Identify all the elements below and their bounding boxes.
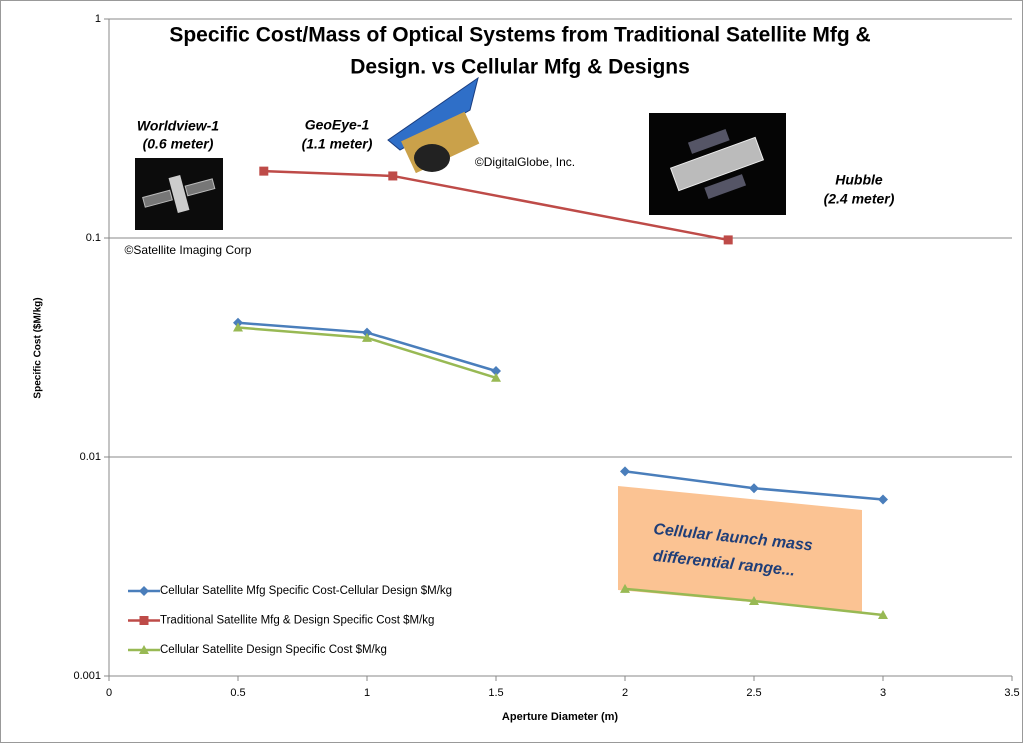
x-axis-label: Aperture Diameter (m) — [502, 711, 618, 723]
legend-label: Cellular Satellite Mfg Specific Cost-Cel… — [160, 585, 452, 597]
chart-title: Specific Cost/Mass of Optical Systems fr… — [169, 24, 870, 47]
marker-square — [388, 171, 397, 180]
x-tick-label: 3.5 — [1004, 687, 1019, 699]
x-tick-label: 0.5 — [230, 687, 245, 699]
x-tick-label: 0 — [106, 687, 112, 699]
annotation: Hubble — [835, 172, 883, 188]
x-tick-label: 2 — [622, 687, 628, 699]
x-tick-label: 1 — [364, 687, 370, 699]
annotation: (1.1 meter) — [302, 136, 373, 152]
marker-square — [259, 167, 268, 176]
y-tick-label: 0.1 — [86, 232, 101, 244]
annotation: (2.4 meter) — [824, 191, 895, 207]
y-tick-label: 0.001 — [73, 670, 101, 682]
x-tick-label: 3 — [880, 687, 886, 699]
chart: Specific Cost/Mass of Optical Systems fr… — [0, 0, 1024, 744]
y-axis-label: Specific Cost ($M/kg) — [33, 297, 44, 398]
x-tick-label: 1.5 — [488, 687, 503, 699]
legend-label: Traditional Satellite Mfg & Design Speci… — [160, 615, 434, 627]
annotation: Worldview-1 — [137, 118, 219, 134]
y-tick-label: 0.01 — [80, 451, 101, 463]
x-tick-label: 2.5 — [746, 687, 761, 699]
legend-marker — [140, 616, 149, 625]
chart-frame — [1, 1, 1023, 743]
y-tick-label: 1 — [95, 13, 101, 25]
annotation: (0.6 meter) — [143, 136, 214, 152]
legend-label: Cellular Satellite Design Specific Cost … — [160, 644, 387, 656]
marker-square — [724, 235, 733, 244]
chart-title: Design. vs Cellular Mfg & Designs — [350, 56, 690, 79]
annotation: GeoEye-1 — [305, 117, 370, 133]
annotation: ©Satellite Imaging Corp — [125, 243, 252, 257]
annotation: ©DigitalGlobe, Inc. — [475, 155, 575, 169]
